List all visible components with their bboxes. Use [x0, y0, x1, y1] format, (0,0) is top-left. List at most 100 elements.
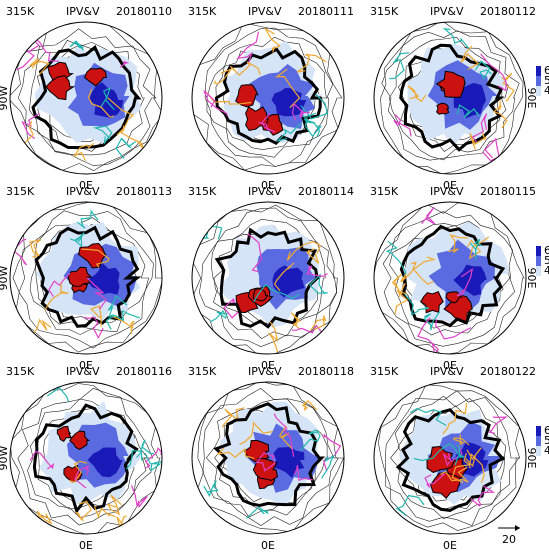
thick-contour: [32, 403, 139, 515]
colorbar-label: 5: [544, 74, 549, 87]
vector-trace: [471, 113, 488, 143]
map-field: [377, 384, 521, 531]
red-blob: [235, 84, 259, 108]
vector-trace: [404, 294, 430, 316]
map-panel: 315K IPV&V 20180118 0E: [188, 365, 354, 552]
red-blob: [45, 75, 76, 101]
vector-trace: [130, 485, 148, 509]
vector-trace: [140, 439, 155, 462]
vector-trace: [246, 506, 269, 519]
contour: [202, 388, 339, 526]
vector-trace: [93, 506, 116, 519]
reference-label: 20: [502, 533, 516, 546]
map-field: [374, 22, 524, 174]
vector-trace: [474, 60, 492, 80]
vector-trace: [210, 309, 228, 323]
vector-trace: [413, 442, 460, 462]
vector-trace: [442, 402, 468, 435]
vector-trace: [253, 283, 300, 303]
red-blob: [69, 430, 91, 451]
map-border: [373, 21, 527, 175]
vector-trace: [72, 142, 95, 161]
vector-trace: [81, 248, 110, 268]
vector-trace: [286, 240, 322, 261]
vector-trace: [29, 57, 50, 75]
vector-trace: [417, 317, 439, 354]
map-border: [191, 201, 345, 355]
thick-contour: [214, 47, 322, 146]
field-label: IPV&V: [66, 185, 100, 198]
map-border: [9, 21, 163, 175]
vector-trace: [90, 305, 103, 327]
vector-trace: [268, 321, 279, 353]
vector-trace: [385, 240, 407, 276]
pv-dark: [453, 264, 487, 296]
vector-trace: [107, 97, 135, 136]
level-label: 315K: [188, 185, 217, 198]
vector-trace: [412, 256, 436, 285]
vector-trace: [44, 283, 69, 311]
vector-trace: [246, 233, 263, 273]
vector-trace: [107, 294, 128, 318]
left-label: 90W: [0, 85, 10, 110]
colorbar-label: 4: [544, 444, 549, 457]
right-label: 90E: [525, 88, 538, 109]
vector-trace: [394, 283, 408, 314]
thick-contour: [34, 225, 142, 328]
map-panel: 315K IPV&V 20180114 0E: [188, 185, 354, 372]
vector-trace: [223, 298, 239, 319]
bottom-label: 0E: [443, 359, 457, 372]
pv-dark: [272, 265, 305, 298]
vector-trace: [409, 407, 447, 426]
vector-trace: [290, 312, 301, 330]
vector-trace: [263, 27, 281, 53]
vector-trace: [258, 113, 276, 133]
vector-trace: [48, 272, 71, 298]
date-label: 20180110: [116, 5, 172, 18]
vector-trace: [83, 316, 104, 339]
colorbar-swatch: [536, 266, 541, 276]
left-label: 90W: [0, 445, 10, 470]
vector-trace: [488, 416, 508, 434]
colorbar-label: 6: [544, 244, 549, 257]
level-label: 315K: [370, 185, 399, 198]
vector-trace: [442, 445, 463, 467]
vector-trace: [21, 112, 40, 139]
vector-trace: [322, 433, 342, 472]
map-panel: 315K IPV&V 20180116 90W 0E: [0, 365, 172, 552]
map-panel: 315K IPV&V 20180122 0E 90E 654: [370, 365, 549, 552]
colorbar-swatch: [536, 86, 541, 96]
vector-trace: [203, 480, 219, 498]
level-label: 315K: [6, 185, 35, 198]
map-border: [9, 201, 163, 355]
map-field: [192, 204, 338, 354]
map-border: [373, 201, 527, 355]
map-panel: 315K IPV&V 20180110 90W 0E: [0, 5, 172, 192]
vector-trace: [454, 444, 465, 466]
bottom-label: 0E: [261, 359, 275, 372]
vector-trace: [306, 248, 320, 264]
vector-trace: [273, 413, 295, 457]
red-blob: [430, 471, 461, 499]
vector-trace: [391, 273, 408, 297]
vector-trace: [423, 311, 440, 331]
vector-trace: [293, 465, 313, 482]
level-label: 315K: [188, 5, 217, 18]
vector-trace: [106, 494, 122, 516]
vector-trace: [16, 36, 40, 71]
vector-trace: [389, 52, 410, 80]
bottom-label: 0E: [443, 179, 457, 192]
vector-trace: [453, 434, 470, 446]
vector-trace: [421, 206, 436, 225]
vector-trace: [321, 454, 336, 479]
map-panel: 315K IPV&V 20180111 0E: [188, 5, 354, 192]
vector-trace: [105, 309, 140, 330]
field-label: IPV&V: [430, 365, 464, 378]
contour: [388, 36, 509, 161]
colorbar-label: 5: [544, 434, 549, 447]
vector-trace: [273, 262, 295, 292]
field-label: IPV&V: [66, 365, 100, 378]
contour: [12, 202, 162, 353]
vector-trace: [296, 53, 327, 73]
